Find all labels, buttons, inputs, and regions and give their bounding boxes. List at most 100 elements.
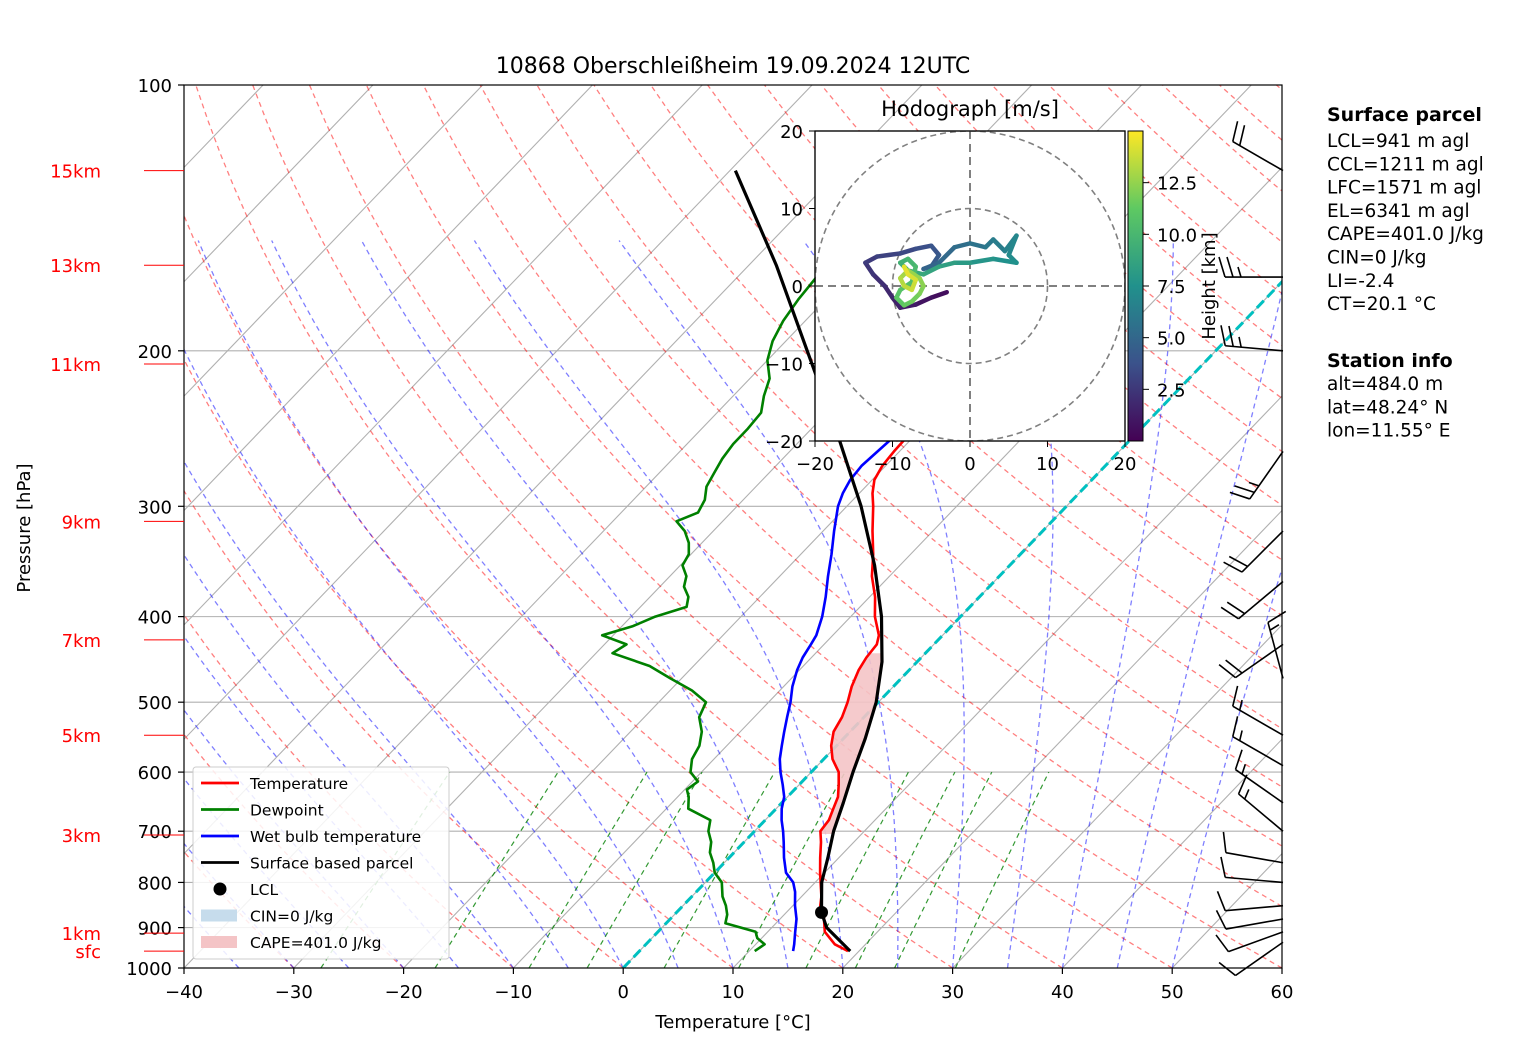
moist-adiabat-line <box>184 709 405 968</box>
legend-swatch <box>201 909 237 922</box>
wind-barb-half-flag <box>1241 763 1247 775</box>
hodograph-segment <box>913 243 934 252</box>
dry-adiabat-line <box>877 85 1282 453</box>
isotherm-line <box>952 624 1282 968</box>
mixing-ratio-line <box>528 771 648 968</box>
height-label: sfc <box>75 942 101 963</box>
legend-swatch <box>213 882 227 896</box>
hodo-x-tick-label: −20 <box>796 454 834 475</box>
lcl-marker <box>815 905 829 919</box>
hodograph-segment <box>952 241 973 250</box>
hodograph-inset: Hodograph [m/s] −20 −10 0 10 20 −20 −10 0 10 20 2… <box>765 97 1220 475</box>
y-tick-label: 500 <box>138 693 172 714</box>
surface-parcel-line: LFC=1571 m agl <box>1327 178 1481 199</box>
moist-adiabat-line <box>1116 288 1282 968</box>
wind-barb-flag <box>1234 485 1255 494</box>
x-tick-label: 40 <box>1051 982 1074 1003</box>
wind-barb-staff <box>1238 793 1284 832</box>
hodograph-segment <box>905 268 922 281</box>
legend-label: LCL <box>250 881 278 899</box>
hodograph-segment <box>929 289 949 300</box>
wind-barb-flag <box>1222 831 1227 853</box>
wind-barb-flag <box>1226 601 1246 615</box>
hodograph-segment <box>882 283 895 300</box>
surface-parcel-line: LCL=941 m agl <box>1327 131 1469 152</box>
wind-barb-staff <box>1228 931 1284 953</box>
x-tick-label: 60 <box>1271 982 1294 1003</box>
y-axis-label: Pressure [hPa] <box>14 463 35 592</box>
wind-barb-flag <box>1215 934 1230 953</box>
surface-parcel-heading: Surface parcel <box>1327 104 1482 126</box>
wind-barb-staff <box>1225 344 1284 352</box>
colorbar <box>1127 130 1144 442</box>
x-tick-label: 50 <box>1161 982 1184 1003</box>
hodograph-segment <box>913 295 934 307</box>
moist-adiabat-line <box>184 348 624 968</box>
legend-swatch <box>201 936 237 948</box>
surface-parcel-line: LI=-2.4 <box>1327 271 1394 292</box>
hodograph-segment <box>921 260 942 272</box>
isotherm-line <box>732 395 1282 968</box>
isotherm-line <box>842 509 1282 968</box>
surface-parcel-line: CCL=1211 m agl <box>1327 154 1484 175</box>
colorbar-label: Height [km] <box>1199 232 1220 339</box>
x-tick-label: 30 <box>941 982 964 1003</box>
isotherm-line <box>184 85 374 283</box>
wind-barb-flag <box>1228 555 1249 568</box>
wind-barb-staff <box>1232 705 1284 736</box>
wind-barb-flag <box>1237 774 1248 795</box>
moist-adiabat-line <box>1171 566 1282 968</box>
chart-title: 10868 Oberschleißheim 19.09.2024 12UTC <box>496 54 971 79</box>
legend: Temperature Dewpoint Wet bulb temperature S… <box>192 766 450 960</box>
hodo-x-tick-label: 20 <box>1114 454 1137 475</box>
hodo-y-tick-label: 0 <box>792 277 803 298</box>
wind-barb-half-flag <box>1238 699 1243 711</box>
y-tick-label: 200 <box>138 342 172 363</box>
wind-barb-flag <box>1216 891 1226 912</box>
legend-label: Dewpoint <box>250 802 324 820</box>
y-tick-label: 700 <box>138 822 172 843</box>
legend-label: CAPE=401.0 J/kg <box>250 934 381 952</box>
legend-label: Wet bulb temperature <box>250 828 421 846</box>
wind-barb-flag <box>1231 685 1239 707</box>
wind-barb-staff <box>1241 530 1284 573</box>
legend-label: Surface based parcel <box>250 855 413 873</box>
wind-barbs <box>1215 121 1287 977</box>
moist-adiabat-line <box>271 240 734 968</box>
x-tick-label: −10 <box>494 982 532 1003</box>
wind-barb-staff <box>1232 735 1284 767</box>
height-label: 11km <box>50 355 101 376</box>
colorbar-tick-label: 7.5 <box>1157 277 1186 298</box>
wind-barb-flag <box>1218 664 1236 679</box>
height-label: 1km <box>62 924 101 945</box>
station-info-heading: Station info <box>1327 350 1453 372</box>
x-tick-label: 10 <box>722 982 745 1003</box>
wind-barb-flag <box>1231 716 1239 737</box>
wind-barb-flag <box>1234 749 1243 770</box>
x-tick-label: 0 <box>617 982 628 1003</box>
moist-adiabat-line <box>802 240 965 968</box>
hodograph-segment <box>936 245 957 265</box>
mixing-ratio-line <box>954 771 1050 968</box>
hodograph-segment <box>967 241 988 250</box>
wind-barb-flag <box>1223 561 1243 573</box>
y-tick-label: 600 <box>138 763 172 784</box>
y-tick-label: 300 <box>138 497 172 518</box>
zero-isotherm-line <box>622 279 1282 968</box>
surface-parcel-line: CAPE=401.0 J/kg <box>1327 224 1484 245</box>
y-tick-label: 1000 <box>126 959 172 980</box>
hodograph-frame <box>814 130 1126 442</box>
cape-area <box>820 653 882 834</box>
surface-parcel-line: CT=20.1 °C <box>1327 294 1436 315</box>
moist-adiabat-line <box>361 240 789 968</box>
hodo-x-tick-label: −10 <box>874 454 912 475</box>
hodo-x-tick-label: 10 <box>1036 454 1059 475</box>
wind-barb-half-flag <box>1238 730 1243 741</box>
surface-parcel-line: EL=6341 m agl <box>1327 201 1470 222</box>
wind-barb-staff <box>1238 580 1284 620</box>
wind-barb-staff <box>1225 904 1284 912</box>
wind-barb-flag <box>1218 256 1226 278</box>
hodograph-segment <box>936 260 957 269</box>
wind-barb-flag <box>1225 659 1243 674</box>
